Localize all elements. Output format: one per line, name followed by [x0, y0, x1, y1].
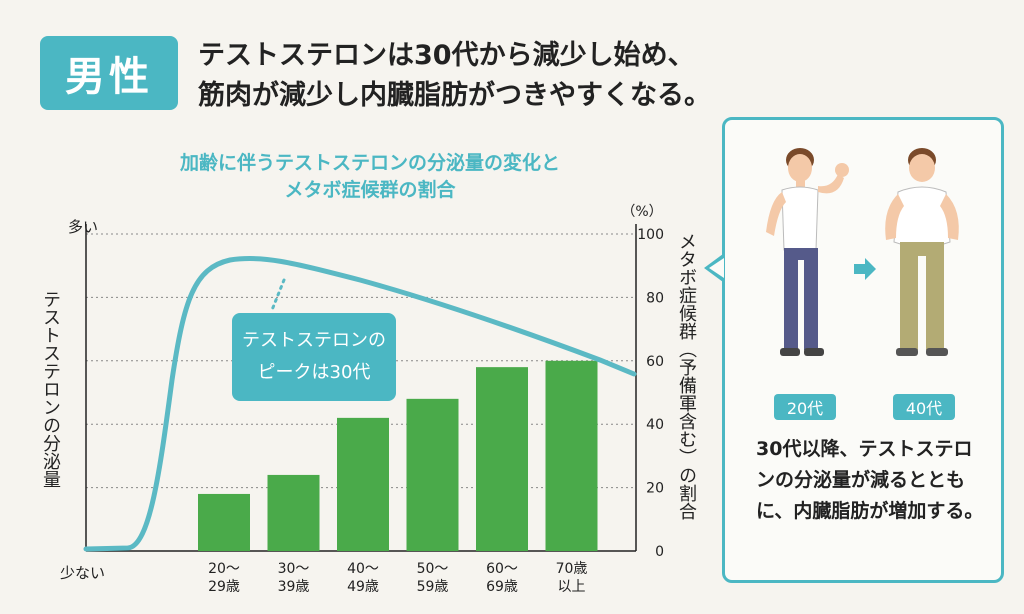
x-tick-label: 20〜 [208, 561, 240, 577]
bar [545, 360, 598, 551]
y-unit-label: （%） [621, 204, 662, 220]
y-tick-label: 60 [646, 354, 664, 370]
x-tick-label: 69歳 [486, 579, 518, 595]
chart-title-line1: 加齢に伴うテストステロンの分泌量の変化と [179, 152, 560, 174]
y-tick-label: 40 [646, 417, 664, 433]
x-tick-label: 59歳 [417, 579, 449, 595]
x-tick-label: 40〜 [347, 561, 379, 577]
bar-layer [198, 360, 598, 551]
age-label-20s: 20代 [774, 394, 836, 420]
chart-title: 加齢に伴うテストステロンの分泌量の変化と メタボ症候群の割合 [130, 150, 610, 204]
bar [476, 367, 528, 551]
tick-layer: 0 20 40 60 80 100 （%） 20〜 29歳 30〜 39歳 40〜 49歳 50〜 59歳 6… [208, 204, 664, 595]
overweight-man-illustration [885, 148, 959, 356]
chart-title-line2: メタボ症候群の割合 [284, 179, 456, 201]
left-axis-low-label: 少ない [60, 564, 106, 582]
x-tick-label: 29歳 [208, 579, 240, 595]
peak-callout: テストステロンの ピークは30代 [232, 313, 396, 401]
age-label-40s: 40代 [893, 394, 955, 420]
x-tick-label: 30〜 [278, 561, 310, 577]
left-axis-high-label: 多い [68, 218, 99, 236]
x-tick-label: 70歳 [556, 561, 588, 577]
bar [406, 398, 459, 551]
x-tick-label: 以上 [558, 579, 586, 595]
headline-line2: 筋肉が減少し内臓脂肪がつきやすくなる。 [198, 80, 711, 111]
x-tick-label: 39歳 [278, 579, 310, 595]
callout-line2: ピークは30代 [257, 362, 371, 383]
x-tick-label: 49歳 [347, 579, 379, 595]
headline: テストステロンは30代から減少し始め、 筋肉が減少し内臓脂肪がつきやすくなる。 [198, 36, 711, 116]
panel-description: 30代以降、テストステロンの分泌量が減るとともに、内臓脂肪が増加する。 [756, 438, 984, 522]
headline-line1: テストステロンは30代から減少し始め、 [198, 40, 695, 71]
callout-line1: テストステロンの [242, 330, 386, 351]
y-tick-label: 0 [655, 544, 664, 560]
testosterone-curve [83, 255, 637, 552]
bar [337, 417, 389, 551]
y-tick-label: 80 [646, 290, 664, 306]
gender-badge: 男性 [40, 36, 178, 110]
bar [198, 493, 250, 551]
x-tick-label: 60〜 [486, 561, 518, 577]
muscular-man-illustration [766, 148, 849, 356]
bar [267, 474, 320, 551]
y-tick-label: 20 [646, 481, 664, 497]
right-axis-title: メタボ症候群（予備軍含む）の割合 [676, 232, 697, 520]
line-layer [83, 255, 637, 552]
right-arrow-icon [854, 258, 876, 280]
comparison-panel [722, 117, 1004, 583]
x-tick-label: 50〜 [417, 561, 449, 577]
y-tick-label: 100 [637, 227, 664, 243]
callout-leader [270, 278, 286, 312]
left-axis-title: テストステロンの分泌量 [40, 290, 61, 488]
